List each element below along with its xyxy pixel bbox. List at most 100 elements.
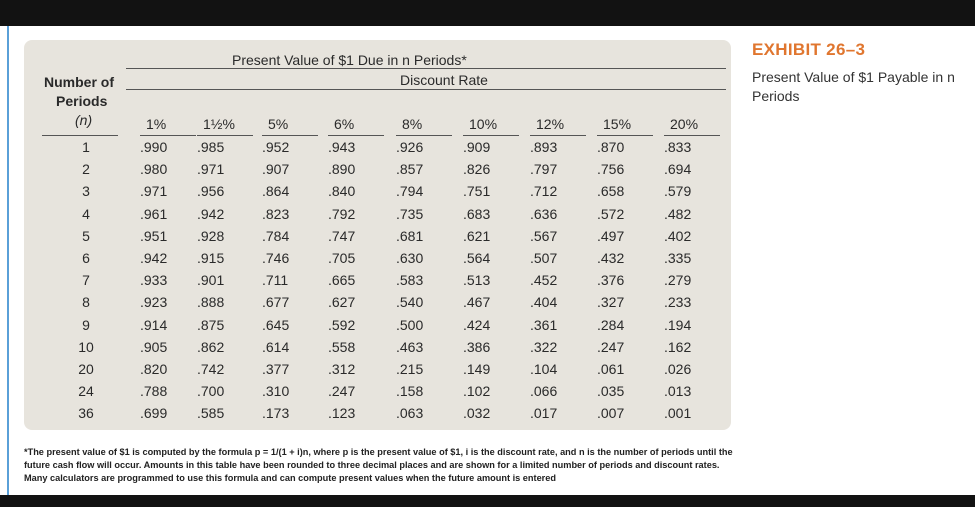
pv-cell: .247 bbox=[597, 338, 625, 355]
period-label: 8 bbox=[82, 294, 90, 311]
rate-header-8: 20% bbox=[670, 116, 699, 132]
pv-cell: .870 bbox=[597, 139, 625, 155]
pv-cell: .907 bbox=[262, 161, 290, 178]
title-divider bbox=[126, 68, 726, 69]
pv-cell: .862 bbox=[197, 338, 225, 355]
discount-rate-heading: Discount Rate bbox=[400, 72, 488, 88]
period-label: 1 bbox=[82, 139, 90, 155]
pv-cell: .233 bbox=[664, 294, 692, 311]
rate-header-6: 12% bbox=[536, 116, 565, 132]
rate-header-1: 1½% bbox=[203, 116, 235, 132]
pv-cell: .215 bbox=[396, 361, 424, 377]
pv-cell: .361 bbox=[530, 316, 558, 333]
pv-cell: .985 bbox=[197, 139, 225, 155]
pv-cell: .585 bbox=[197, 405, 225, 422]
pv-cell: .507 bbox=[530, 250, 558, 266]
pv-cell: .583 bbox=[396, 272, 424, 289]
pv-cell: .961 bbox=[140, 205, 168, 222]
pv-cell: .500 bbox=[396, 316, 424, 333]
rate-header-rule bbox=[463, 135, 519, 136]
exhibit-caption: Present Value of $1 Payable in n Periods bbox=[752, 69, 955, 104]
pv-cell: .001 bbox=[664, 405, 692, 422]
pv-cell: .007 bbox=[597, 405, 625, 422]
pv-cell: .942 bbox=[197, 205, 225, 222]
rate-header-5: 10% bbox=[469, 116, 498, 132]
pv-cell: .636 bbox=[530, 205, 558, 222]
pv-cell: .158 bbox=[396, 383, 424, 400]
pv-cell: .951 bbox=[140, 227, 168, 244]
pv-cell: .683 bbox=[463, 205, 491, 222]
pv-cell: .864 bbox=[262, 183, 290, 200]
pv-cell: .943 bbox=[328, 139, 356, 155]
pv-cell: .735 bbox=[396, 205, 424, 222]
rate-header-rule bbox=[597, 135, 653, 136]
pv-cell: .063 bbox=[396, 405, 424, 422]
pv-cell: .432 bbox=[597, 250, 625, 266]
pv-cell: .694 bbox=[664, 161, 692, 178]
pv-cell: .980 bbox=[140, 161, 168, 178]
rate-header-rule bbox=[197, 135, 253, 136]
period-label: 10 bbox=[78, 338, 94, 355]
pv-cell: .901 bbox=[197, 272, 225, 289]
pv-cell: .284 bbox=[597, 316, 625, 333]
pv-cell: .747 bbox=[328, 227, 356, 244]
rate-header-rule bbox=[140, 135, 196, 136]
pv-cell: .627 bbox=[328, 294, 356, 311]
pv-cell: .376 bbox=[597, 272, 625, 289]
left-edge-rule bbox=[7, 26, 9, 495]
exhibit-title: EXHIBIT 26–3 bbox=[752, 40, 866, 59]
pv-cell: .746 bbox=[262, 250, 290, 266]
pv-cell: .630 bbox=[396, 250, 424, 266]
pv-cell: .386 bbox=[463, 338, 491, 355]
pv-cell: .905 bbox=[140, 338, 168, 355]
pv-cell: .645 bbox=[262, 316, 290, 333]
pv-cell: .564 bbox=[463, 250, 491, 266]
pv-cell: .402 bbox=[664, 227, 692, 244]
pv-cell: .788 bbox=[140, 383, 168, 400]
pv-cell: .826 bbox=[463, 161, 491, 178]
pv-cell: .149 bbox=[463, 361, 491, 377]
pv-cell: .933 bbox=[140, 272, 168, 289]
table-title: Present Value of $1 Due in n Periods* bbox=[232, 52, 467, 68]
rate-header-rule bbox=[328, 135, 384, 136]
pv-cell: .026 bbox=[664, 361, 692, 377]
pv-cell: .971 bbox=[140, 183, 168, 200]
pv-cell: .699 bbox=[140, 405, 168, 422]
pv-cell: .820 bbox=[140, 361, 168, 377]
period-label: 7 bbox=[82, 272, 90, 289]
row-header-divider bbox=[42, 135, 118, 136]
pv-cell: .857 bbox=[396, 161, 424, 178]
period-label: 3 bbox=[82, 183, 90, 200]
pv-cell: .032 bbox=[463, 405, 491, 422]
bottom-frame-bar bbox=[0, 495, 975, 507]
period-label: 9 bbox=[82, 316, 90, 333]
pv-cell: .794 bbox=[396, 183, 424, 200]
pv-cell: .705 bbox=[328, 250, 356, 266]
pv-cell: .677 bbox=[262, 294, 290, 311]
pv-cell: .792 bbox=[328, 205, 356, 222]
pv-cell: .572 bbox=[597, 205, 625, 222]
period-label: 4 bbox=[82, 205, 90, 222]
rate-header-4: 8% bbox=[402, 116, 423, 132]
pv-cell: .742 bbox=[197, 361, 225, 377]
rate-header-2: 5% bbox=[268, 116, 289, 132]
pv-cell: .928 bbox=[197, 227, 225, 244]
rate-header-7: 15% bbox=[603, 116, 632, 132]
table-footnote: *The present value of $1 is computed by … bbox=[24, 447, 733, 483]
rate-header-rule bbox=[262, 135, 318, 136]
pv-cell: .104 bbox=[530, 361, 558, 377]
pv-cell: .875 bbox=[197, 316, 225, 333]
row-header-line3: (n) bbox=[75, 112, 93, 128]
pv-cell: .621 bbox=[463, 227, 491, 244]
pv-cell: .579 bbox=[664, 183, 692, 200]
pv-cell: .322 bbox=[530, 338, 558, 355]
pv-cell: .952 bbox=[262, 139, 290, 155]
pv-cell: .013 bbox=[664, 383, 692, 400]
pv-cell: .909 bbox=[463, 139, 491, 155]
top-frame-bar bbox=[0, 0, 975, 26]
pv-cell: .833 bbox=[664, 139, 692, 155]
pv-cell: .558 bbox=[328, 338, 356, 355]
pv-cell: .310 bbox=[262, 383, 290, 400]
pv-cell: .467 bbox=[463, 294, 491, 311]
row-header-line1: Number of bbox=[44, 74, 114, 90]
